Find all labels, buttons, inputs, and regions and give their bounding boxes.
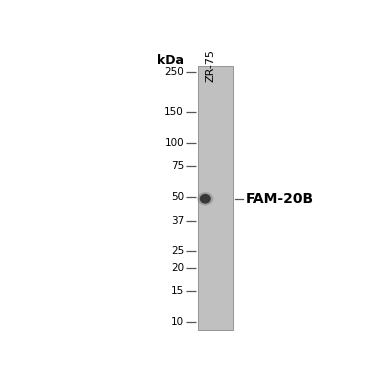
Text: 100: 100 xyxy=(164,138,184,148)
Bar xyxy=(198,66,233,330)
Text: 150: 150 xyxy=(164,107,184,117)
Text: 10: 10 xyxy=(171,317,184,327)
Text: 20: 20 xyxy=(171,263,184,273)
Text: 250: 250 xyxy=(164,68,184,77)
Ellipse shape xyxy=(200,194,211,204)
Ellipse shape xyxy=(197,192,213,206)
Text: FAM-20B: FAM-20B xyxy=(245,192,314,206)
Text: 50: 50 xyxy=(171,192,184,202)
Text: kDa: kDa xyxy=(157,54,184,67)
Text: 15: 15 xyxy=(171,286,184,296)
Text: ZR-75: ZR-75 xyxy=(206,49,215,82)
Text: 37: 37 xyxy=(171,216,184,225)
Text: 25: 25 xyxy=(171,246,184,256)
Text: 75: 75 xyxy=(171,161,184,171)
